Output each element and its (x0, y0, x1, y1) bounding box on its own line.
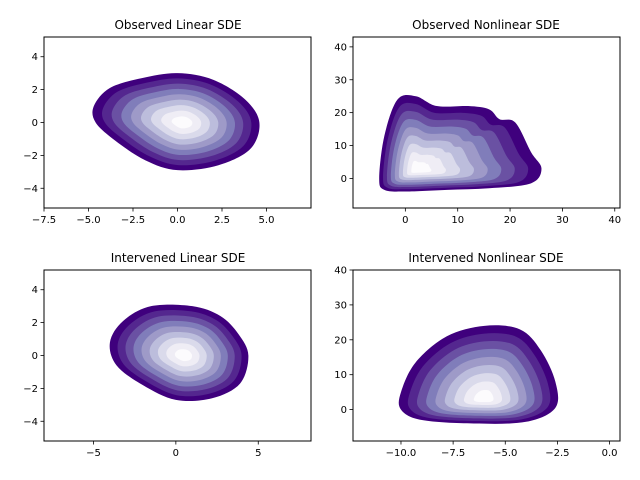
density-contours (92, 73, 260, 171)
panel-observed-nonlinear-sde: Observed Nonlinear SDE 0 10 20 30 40 0 10 20 30… (334, 18, 621, 226)
y-tick-label: 2 (32, 318, 38, 329)
density-contours (109, 304, 249, 402)
density-contours (379, 94, 542, 192)
x-tick-label: 20 (504, 215, 517, 226)
y-tick-label: −2 (23, 384, 38, 395)
y-tick-label: 0 (341, 174, 347, 185)
y-tick-label: 40 (334, 42, 347, 53)
x-tick-label: −10.0 (386, 448, 417, 459)
panel-title: Observed Nonlinear SDE (412, 18, 560, 32)
x-tick-label: −5.0 (493, 448, 517, 459)
y-tick-label: 0 (32, 118, 38, 129)
x-axis-ticks: 0 10 20 30 40 (402, 208, 621, 226)
panel-observed-linear-sde: Observed Linear SDE −7.5 −5.0 −2.5 0.0 2.5 5.… (23, 18, 312, 226)
x-tick-label: −2.5 (121, 215, 145, 226)
x-tick-label: 30 (556, 215, 569, 226)
density-level-9 (411, 160, 432, 173)
x-tick-label: 0 (402, 215, 408, 226)
density-level-9 (174, 349, 193, 362)
x-tick-label: −5 (86, 448, 101, 459)
y-tick-label: 40 (334, 266, 347, 277)
y-axis-ticks: 0 10 20 30 40 (334, 42, 353, 185)
x-tick-label: −7.5 (441, 448, 465, 459)
y-tick-label: 20 (334, 108, 347, 119)
axes-frame (352, 269, 621, 442)
y-tick-label: 10 (334, 141, 347, 152)
y-axis-ticks: −4 −2 0 2 4 (23, 285, 44, 428)
axes-frame (352, 36, 621, 209)
x-tick-label: −2.5 (545, 448, 569, 459)
density-contours (398, 325, 559, 424)
y-tick-label: 30 (334, 75, 347, 86)
y-tick-label: −2 (23, 151, 38, 162)
x-tick-label: 2.5 (214, 215, 230, 226)
x-tick-label: −7.5 (32, 215, 56, 226)
x-tick-label: 5.0 (259, 215, 275, 226)
y-tick-label: 4 (32, 285, 38, 296)
x-tick-label: 5 (255, 448, 261, 459)
y-tick-label: 4 (32, 52, 38, 63)
panel-title: Intervened Nonlinear SDE (408, 251, 563, 265)
y-tick-label: 0 (341, 405, 347, 416)
x-axis-ticks: −7.5 −5.0 −2.5 0.0 2.5 5.0 (32, 208, 275, 226)
x-tick-label: 40 (608, 215, 621, 226)
y-tick-label: 2 (32, 85, 38, 96)
panel-intervened-linear-sde: Intervened Linear SDE −5 0 5 −4 −2 0 2 4 (23, 251, 312, 459)
y-tick-label: −4 (23, 184, 38, 195)
x-tick-label: −5.0 (76, 215, 100, 226)
y-tick-label: 20 (334, 335, 347, 346)
x-axis-ticks: −10.0 −7.5 −5.0 −2.5 0.0 (386, 441, 618, 459)
x-tick-label: 0.0 (170, 215, 186, 226)
panel-title: Intervened Linear SDE (111, 251, 246, 265)
x-axis-ticks: −5 0 5 (86, 441, 261, 459)
x-tick-label: 10 (451, 215, 464, 226)
y-tick-label: −4 (23, 417, 38, 428)
y-tick-label: 30 (334, 300, 347, 311)
density-level-9 (473, 389, 494, 403)
y-axis-ticks: 0 10 20 30 40 (334, 266, 353, 416)
y-tick-label: 0 (32, 351, 38, 362)
y-axis-ticks: −4 −2 0 2 4 (23, 52, 44, 195)
panel-title: Observed Linear SDE (114, 18, 241, 32)
panel-intervened-nonlinear-sde: Intervened Nonlinear SDE −10.0 −7.5 −5.0 −2… (334, 251, 621, 459)
x-tick-label: 0 (173, 448, 179, 459)
density-level-9 (171, 116, 193, 129)
x-tick-label: 0.0 (602, 448, 618, 459)
y-tick-label: 10 (334, 370, 347, 381)
